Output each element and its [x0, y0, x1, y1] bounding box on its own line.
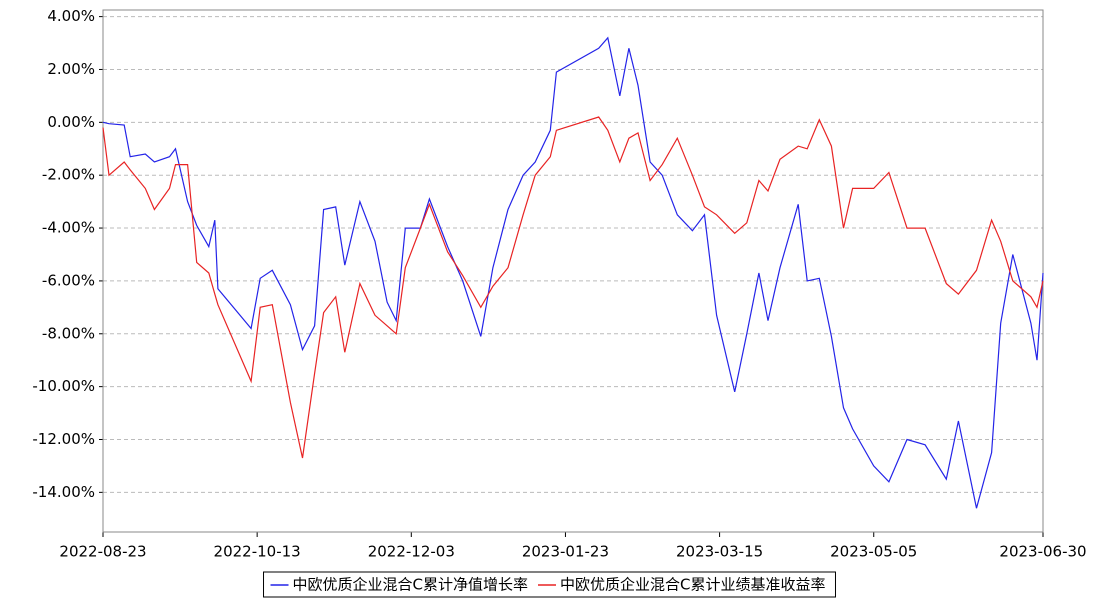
x-tick-label: 2022-08-23: [59, 543, 146, 561]
x-tick-label: 2023-01-23: [522, 543, 609, 561]
x-tick-label: 2022-10-13: [214, 543, 301, 561]
legend-label: 中欧优质企业混合C累计业绩基准收益率: [560, 576, 825, 594]
y-tick-label: -2.00%: [42, 166, 95, 184]
y-tick-label: 2.00%: [47, 60, 95, 78]
x-tick-label: 2023-03-15: [676, 543, 763, 561]
y-tick-label: -6.00%: [42, 271, 95, 289]
y-tick-label: 4.00%: [47, 7, 95, 25]
legend-label: 中欧优质企业混合C累计净值增长率: [293, 576, 528, 594]
y-tick-label: -14.00%: [32, 483, 95, 501]
y-tick-label: -10.00%: [32, 377, 95, 395]
x-tick-label: 2023-06-30: [999, 543, 1086, 561]
x-tick-label: 2022-12-03: [368, 543, 455, 561]
y-tick-label: -4.00%: [42, 219, 95, 237]
y-tick-label: -12.00%: [32, 430, 95, 448]
plot-frame: [102, 9, 1044, 533]
series-line: [102, 116, 1044, 459]
x-tick-label: 2023-05-05: [830, 543, 917, 561]
series-line: [102, 36, 1044, 509]
y-tick-label: -8.00%: [42, 324, 95, 342]
y-tick-label: 0.00%: [47, 113, 95, 131]
